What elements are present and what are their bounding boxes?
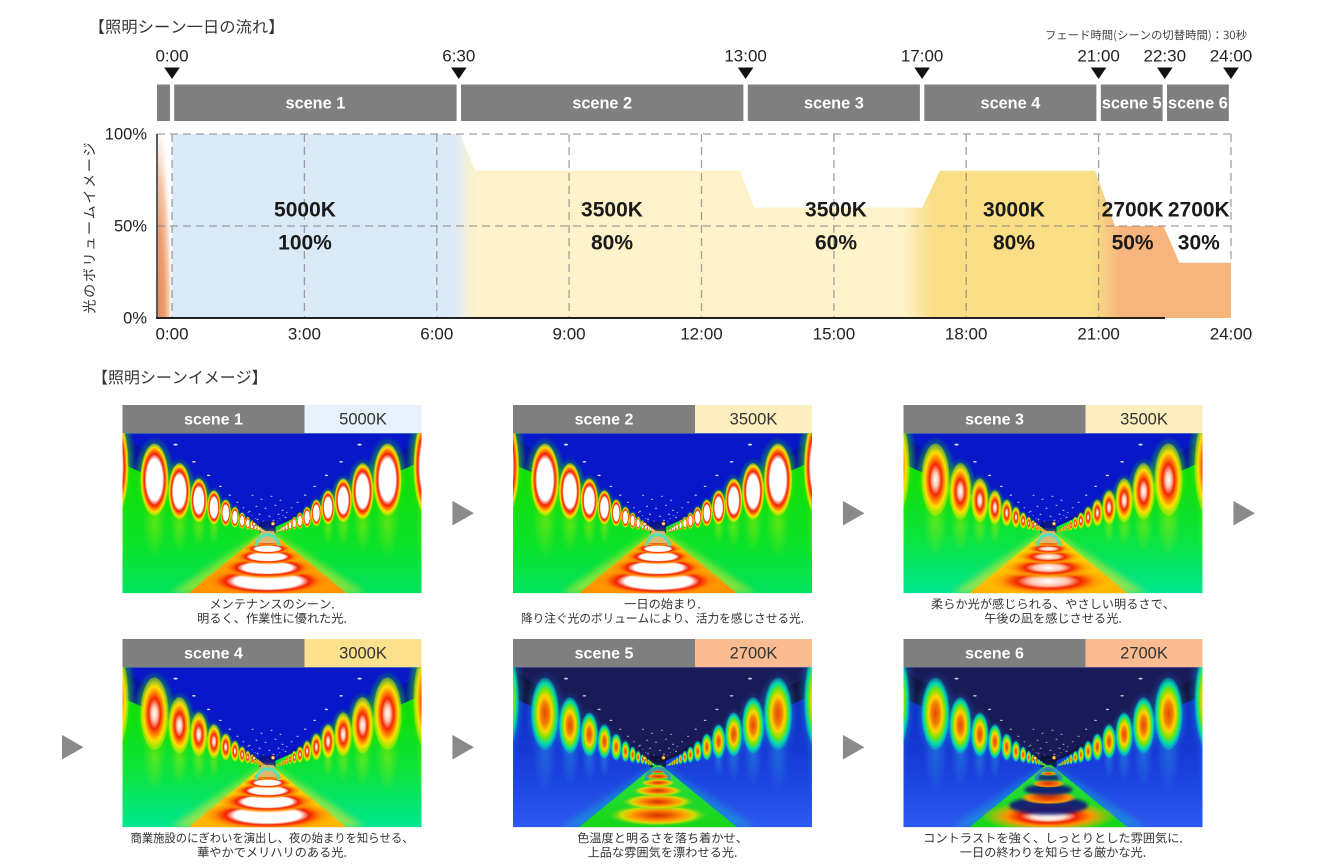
svg-text:3:00: 3:00 [288,324,321,343]
svg-text:2700K: 2700K [1102,199,1164,222]
svg-text:scene 5: scene 5 [1102,95,1162,113]
svg-text:scene 3: scene 3 [965,411,1024,428]
svg-text:9:00: 9:00 [553,324,586,343]
svg-text:24:00: 24:00 [1210,324,1253,343]
svg-text:2700K: 2700K [1168,199,1230,222]
svg-text:18:00: 18:00 [945,324,988,343]
svg-text:21:00: 21:00 [1077,324,1120,343]
svg-text:60%: 60% [815,231,857,254]
svg-text:80%: 80% [993,231,1035,254]
svg-text:scene 4: scene 4 [981,95,1041,113]
svg-text:3500K: 3500K [1120,410,1168,428]
svg-text:scene 3: scene 3 [804,95,864,113]
svg-text:3000K: 3000K [339,644,387,662]
svg-text:3500K: 3500K [581,199,643,222]
svg-text:13:00: 13:00 [724,46,767,65]
svg-text:5000K: 5000K [339,410,387,428]
svg-text:6:30: 6:30 [442,46,475,65]
svg-text:50%: 50% [114,218,147,236]
svg-text:3500K: 3500K [805,199,867,222]
svg-text:scene 2: scene 2 [572,95,632,113]
svg-text:21:00: 21:00 [1077,46,1120,65]
svg-text:80%: 80% [591,231,633,254]
svg-text:2700K: 2700K [730,644,778,662]
svg-text:24:00: 24:00 [1210,46,1253,65]
svg-text:scene 1: scene 1 [286,95,346,113]
svg-text:0:00: 0:00 [155,46,188,65]
svg-text:scene 6: scene 6 [965,645,1024,662]
svg-text:3500K: 3500K [730,410,778,428]
svg-text:scene 5: scene 5 [575,645,634,662]
svg-text:12:00: 12:00 [680,324,723,343]
svg-text:15:00: 15:00 [813,324,856,343]
svg-text:100%: 100% [105,126,148,144]
svg-text:scene 1: scene 1 [184,411,243,428]
svg-text:6:00: 6:00 [420,324,453,343]
svg-text:0:00: 0:00 [155,324,188,343]
svg-text:scene 6: scene 6 [1168,95,1228,113]
svg-text:5000K: 5000K [274,199,336,222]
svg-text:30%: 30% [1178,231,1220,254]
svg-text:3000K: 3000K [983,199,1045,222]
svg-text:50%: 50% [1112,231,1154,254]
svg-text:0%: 0% [123,310,147,328]
svg-text:scene 4: scene 4 [184,645,243,662]
svg-text:100%: 100% [278,231,332,254]
svg-text:2700K: 2700K [1120,644,1168,662]
svg-text:17:00: 17:00 [901,46,944,65]
svg-text:22:30: 22:30 [1144,46,1187,65]
svg-text:scene 2: scene 2 [575,411,634,428]
